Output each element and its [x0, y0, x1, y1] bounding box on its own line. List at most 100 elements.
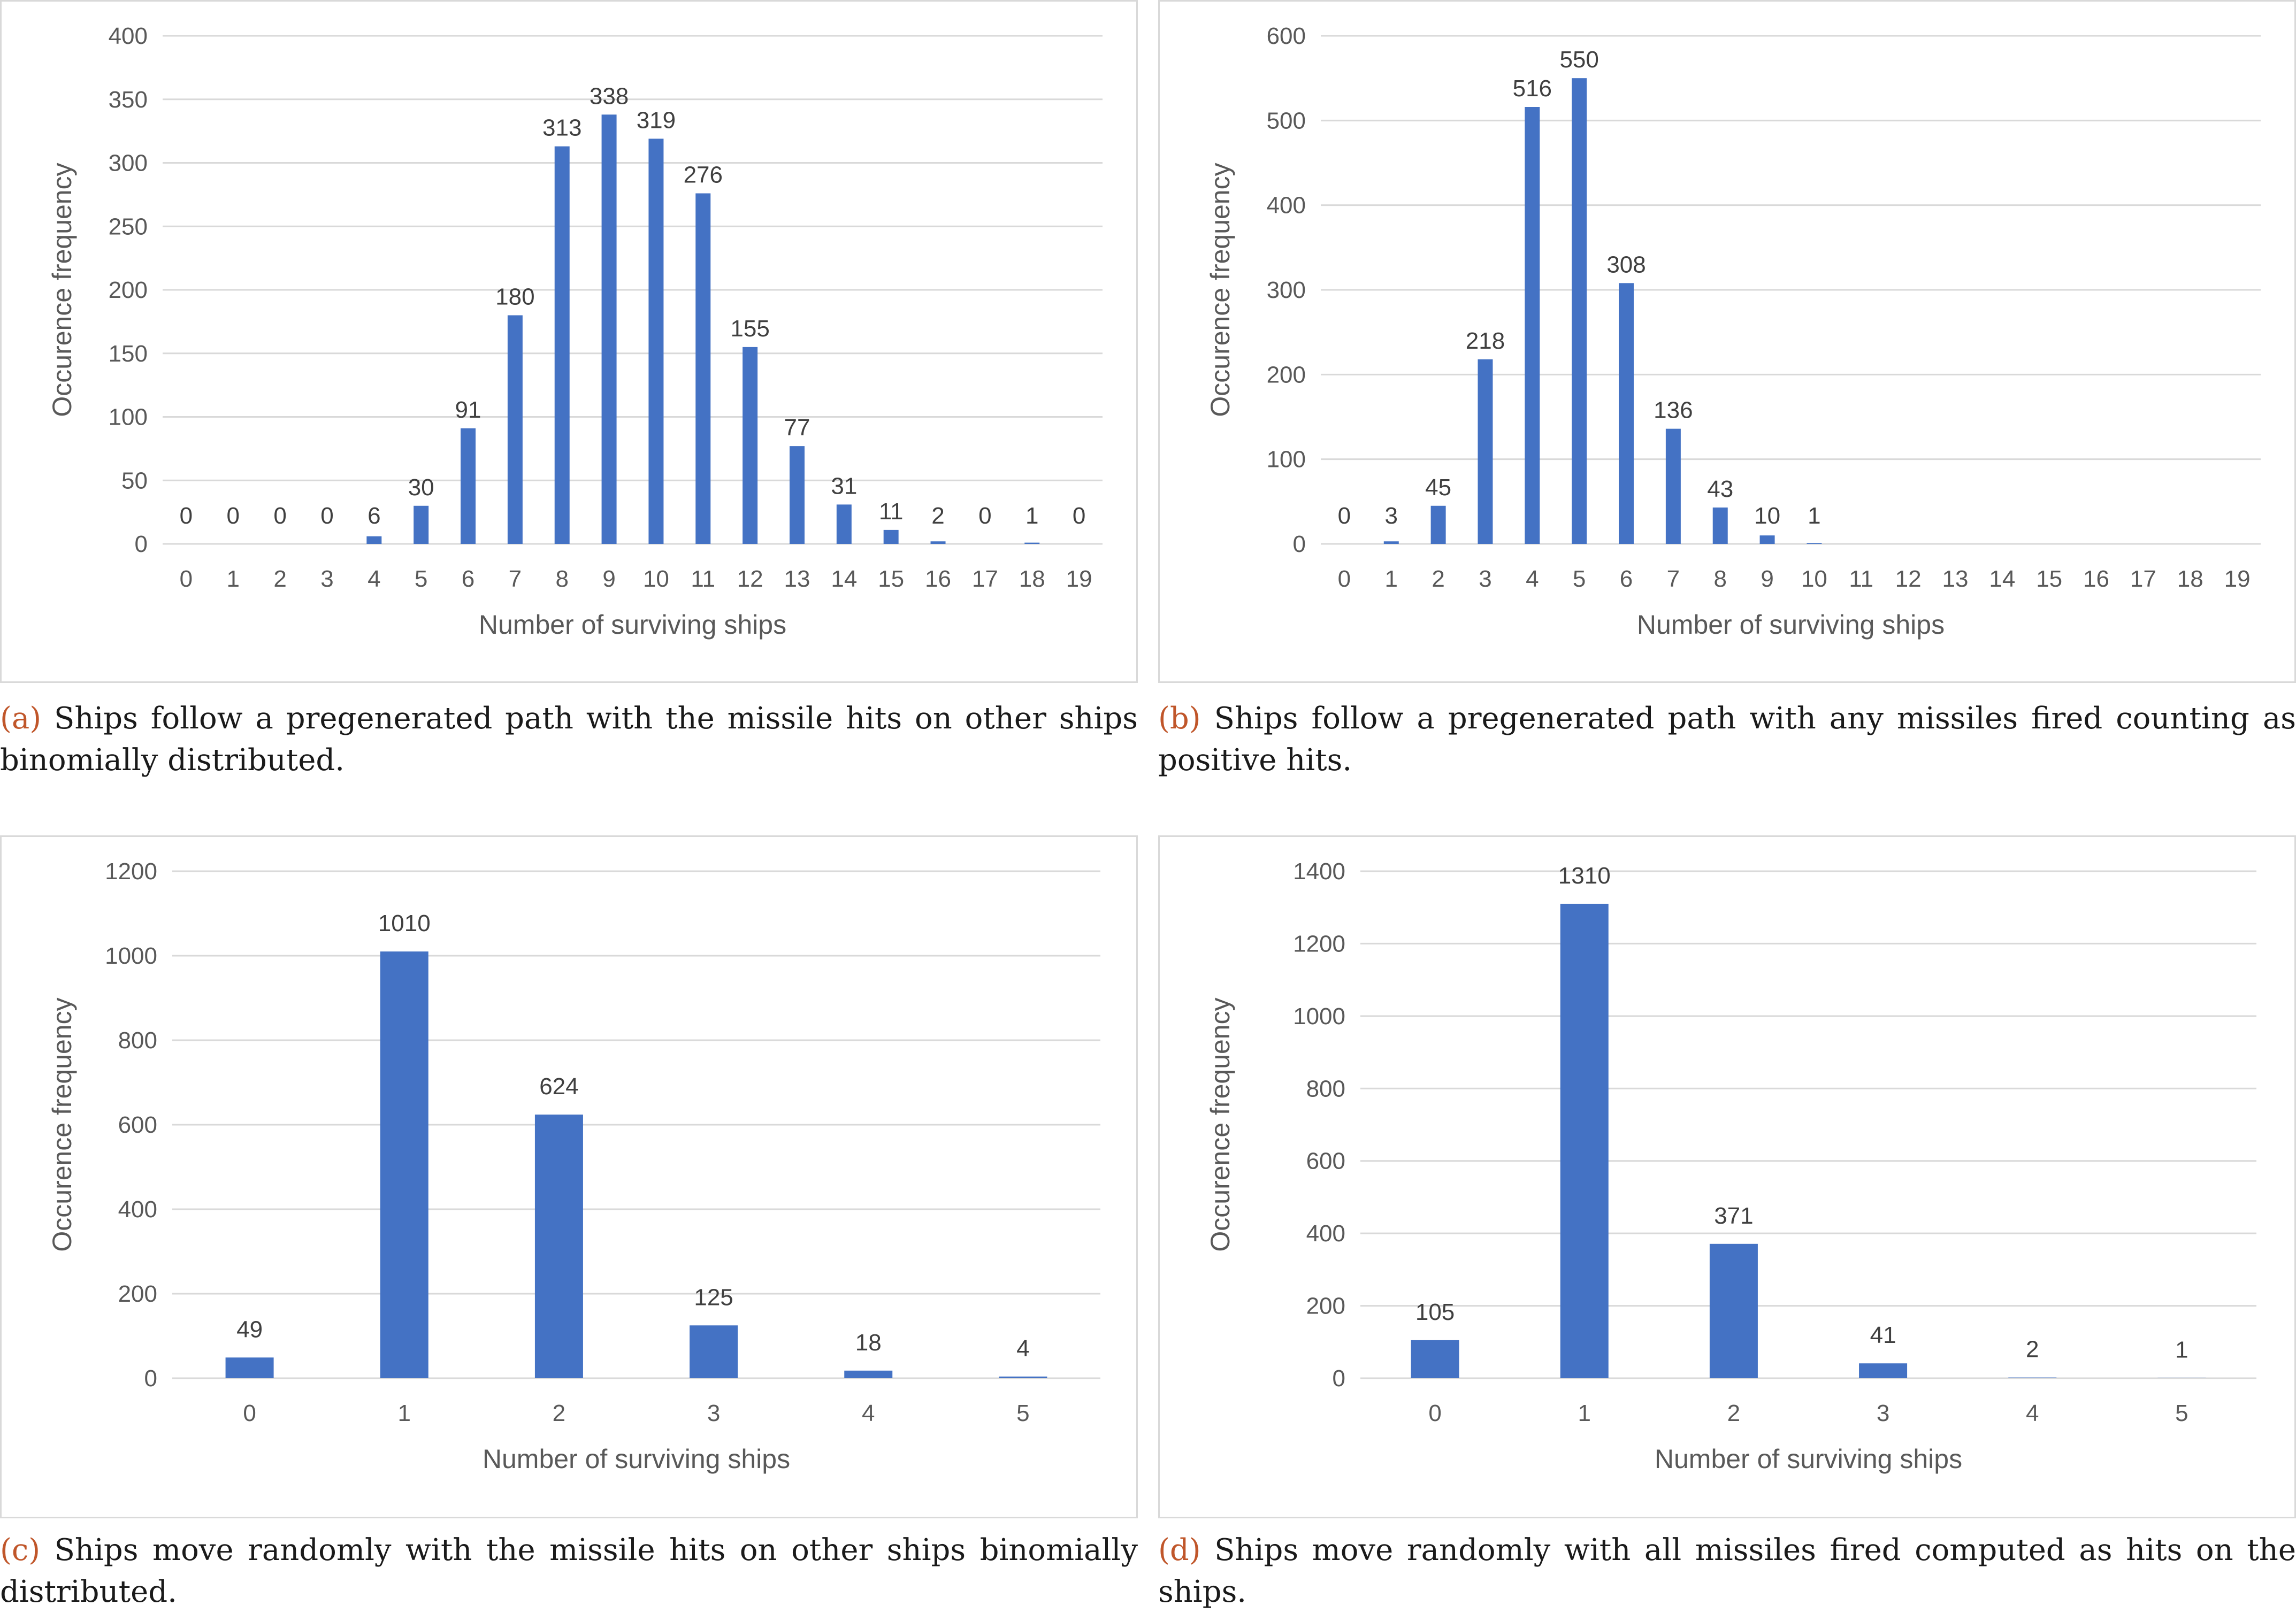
bar	[1709, 1243, 1758, 1378]
y-axis-title: Occurence frequency	[1205, 163, 1235, 417]
y-tick-label: 100	[109, 404, 148, 431]
data-label: 2	[931, 503, 944, 529]
bar	[1383, 541, 1399, 544]
y-tick-label: 400	[1267, 193, 1306, 219]
data-label: 180	[495, 284, 534, 310]
bar	[225, 1357, 274, 1378]
y-tick-label: 1200	[105, 858, 157, 885]
bar	[999, 1376, 1047, 1378]
bar	[648, 139, 664, 544]
x-tick-label: 12	[737, 566, 763, 592]
data-label: 43	[1707, 476, 1733, 502]
y-axis-title: Occurence frequency	[1205, 997, 1235, 1251]
data-label: 30	[408, 474, 434, 501]
x-tick-label: 3	[1479, 566, 1491, 592]
bar	[1665, 428, 1681, 544]
data-label: 91	[455, 397, 481, 423]
y-tick-label: 100	[1267, 447, 1306, 473]
data-label: 319	[637, 107, 676, 133]
bar	[554, 146, 570, 544]
data-label: 1	[2175, 1337, 2188, 1363]
data-label: 0	[273, 503, 286, 529]
data-label: 218	[1466, 328, 1505, 354]
y-tick-label: 600	[1267, 23, 1306, 49]
chart-panel-c: 0 200 400 600 800 1000 1200 0 49 1 1010 2 624 3 125 4 18…	[0, 835, 1138, 1518]
x-tick-label: 0	[243, 1400, 256, 1426]
y-axis-title: Occurence frequency	[47, 163, 77, 417]
caption-c: (c) Ships move randomly with the missile…	[0, 1530, 1138, 1613]
data-label: 371	[1714, 1203, 1753, 1229]
y-tick-label: 200	[118, 1281, 157, 1307]
y-tick-label: 1400	[1293, 858, 1345, 885]
x-tick-label: 18	[1019, 566, 1045, 592]
data-label: 1010	[378, 910, 431, 936]
y-axis-title: Occurence frequency	[47, 997, 77, 1251]
data-label: 0	[320, 503, 333, 529]
x-tick-label: 9	[1761, 566, 1773, 592]
data-label: 308	[1606, 251, 1646, 278]
bar	[1525, 107, 1540, 544]
x-tick-label: 18	[2177, 566, 2203, 592]
x-tick-label: 5	[2175, 1400, 2188, 1426]
data-label: 3	[1385, 503, 1398, 529]
bar	[601, 114, 617, 544]
x-axis-title: Number of surviving ships	[1637, 610, 1945, 640]
caption-b-label: (b)	[1158, 701, 1201, 736]
x-tick-label: 1	[227, 566, 240, 592]
data-label: 77	[784, 414, 810, 441]
data-label: 0	[227, 503, 240, 529]
bar	[461, 428, 476, 544]
y-tick-label: 50	[121, 467, 148, 494]
caption-a-text: Ships follow a pregenerated path with th…	[0, 701, 1138, 778]
x-tick-label: 19	[1066, 566, 1092, 592]
y-tick-label: 400	[118, 1196, 157, 1223]
x-tick-label: 3	[707, 1400, 720, 1426]
x-tick-label: 19	[2224, 566, 2251, 592]
bar	[930, 541, 946, 544]
y-tick-label: 600	[118, 1112, 157, 1138]
bar	[695, 193, 711, 544]
caption-a: (a) Ships follow a pregenerated path wit…	[0, 698, 1138, 781]
data-label: 516	[1513, 75, 1552, 102]
data-label: 49	[236, 1316, 263, 1342]
bar	[366, 536, 382, 544]
x-axis-title: Number of surviving ships	[1655, 1444, 1962, 1474]
data-label: 6	[368, 503, 380, 529]
data-label: 624	[539, 1073, 578, 1100]
y-tick-label: 1200	[1293, 931, 1345, 957]
bar	[690, 1325, 738, 1378]
x-tick-label: 4	[862, 1400, 875, 1426]
data-label: 2	[2026, 1337, 2039, 1363]
data-label: 1	[1025, 503, 1038, 529]
y-tick-label: 500	[1267, 107, 1306, 134]
y-tick-label: 150	[109, 341, 148, 367]
data-label: 0	[978, 503, 991, 529]
y-tick-label: 300	[109, 150, 148, 176]
x-tick-label: 17	[2130, 566, 2156, 592]
x-tick-label: 7	[509, 566, 522, 592]
x-tick-label: 5	[1016, 1400, 1029, 1426]
x-tick-label: 1	[1578, 1400, 1591, 1426]
x-axis-title: Number of surviving ships	[479, 610, 786, 640]
data-label: 550	[1559, 47, 1598, 73]
bar	[1560, 903, 1609, 1378]
bar	[743, 347, 758, 544]
caption-a-label: (a)	[0, 701, 42, 736]
x-tick-label: 8	[555, 566, 568, 592]
x-tick-label: 2	[1432, 566, 1444, 592]
bar	[1859, 1363, 1908, 1378]
data-label: 41	[1870, 1322, 1896, 1348]
x-tick-label: 8	[1713, 566, 1726, 592]
y-tick-label: 0	[1333, 1365, 1345, 1392]
y-tick-label: 400	[1306, 1220, 1345, 1247]
y-tick-label: 0	[135, 531, 148, 557]
data-label: 18	[855, 1330, 882, 1356]
x-tick-label: 2	[1727, 1400, 1740, 1426]
chart-panel-a: 0 50 100 150 200 250 300 350 400 0 0 1 0 2 0 3 0 4 6 5 30 6 91…	[0, 0, 1138, 683]
bar	[1759, 535, 1775, 544]
x-tick-label: 1	[398, 1400, 411, 1426]
y-tick-label: 800	[118, 1027, 157, 1054]
x-tick-label: 10	[643, 566, 669, 592]
bar	[380, 951, 428, 1378]
x-axis-title: Number of surviving ships	[483, 1444, 790, 1474]
